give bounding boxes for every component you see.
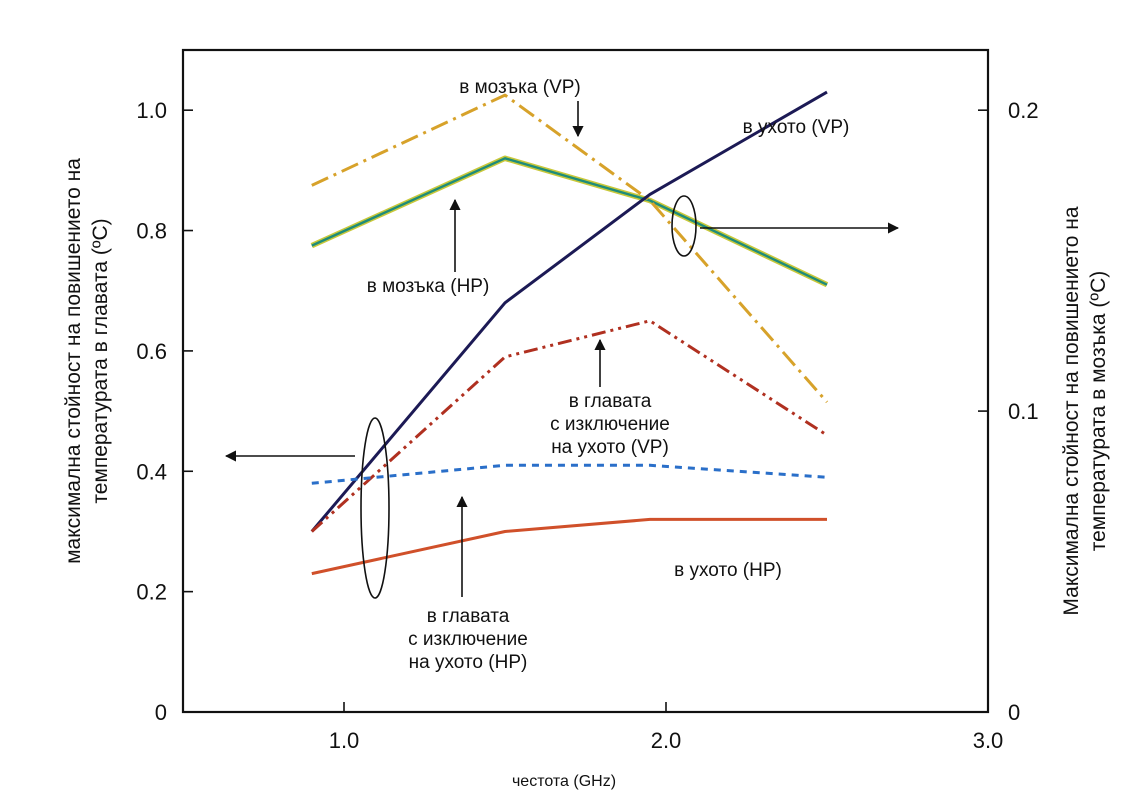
y-left-axis-title: максимална стойност на повишението на тем… [62, 158, 112, 564]
annotations: в мозъка (VP) в ухото (VP) в мозъка (HP) в … [224, 77, 900, 673]
axes: 1.0 2.0 3.000.20.40.60.81.000.10.2максимал… [62, 98, 1110, 790]
y-right-axis-title: Максимална стойност на повишението на тем… [1060, 206, 1110, 615]
y-right-tick-label: 0.1 [1008, 399, 1039, 424]
x-tick-label: 1.0 [329, 728, 360, 753]
series-line-1 [311, 93, 829, 404]
y-left-tick-label: 0.2 [136, 580, 167, 605]
bracket-left-series [360, 417, 390, 599]
annotation-hp-head: в главата с изключение на ухото (HP) [408, 606, 528, 673]
y-left-tick-label: 1.0 [136, 98, 167, 123]
series-line-0 [311, 157, 828, 286]
series-line-4 [311, 463, 828, 485]
y-left-tick-label: 0.8 [136, 219, 167, 244]
series-line-5 [311, 517, 827, 576]
bracket-right-series [671, 195, 697, 257]
series-line-2 [310, 90, 828, 533]
y-left-tick-label: 0 [155, 700, 167, 725]
y-right-tick-label: 0.2 [1008, 98, 1039, 123]
annotation-vp-head: в главата с изключение на ухото (VP) [550, 391, 670, 458]
y-left-tick-label: 0.6 [136, 339, 167, 364]
x-tick-label: 3.0 [973, 728, 1004, 753]
series-line-3 [310, 319, 828, 533]
annotation-hp-brain: в мозъка (HP) [367, 276, 490, 297]
x-tick-label: 2.0 [651, 728, 682, 753]
annotation-vp-ear: в ухото (VP) [743, 117, 850, 138]
y-right-tick-label: 0 [1008, 700, 1020, 725]
annotation-hp-ear: в ухото (HP) [674, 560, 782, 581]
x-axis-title: честота (GHz) [512, 773, 616, 790]
annotation-vp-brain: в мозъка (VP) [459, 77, 581, 98]
y-left-tick-label: 0.4 [136, 459, 167, 484]
plot-frame [181, 48, 990, 714]
plot-area [181, 48, 990, 714]
series-group [310, 90, 829, 576]
